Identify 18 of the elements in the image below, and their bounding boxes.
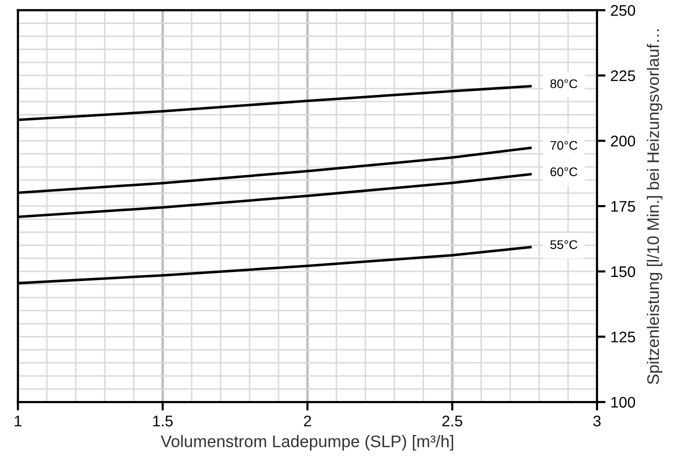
y-tick-label: 250 [610, 5, 636, 16]
series-label: 55°C [550, 240, 578, 250]
x-tick-label: 2 [304, 416, 311, 426]
y-tick-label: 225 [610, 70, 636, 82]
x-axis-title: Volumenstrom Ladepumpe (SLP) [m³/h] [160, 435, 454, 451]
y-tick-label: 100 [611, 396, 636, 408]
x-tick-label: 1.5 [153, 416, 173, 426]
y-tick-label: 175 [611, 201, 636, 212]
x-tick-label: 3 [593, 416, 601, 426]
x-tick-label: 1 [14, 416, 22, 426]
y-tick-label: 150 [611, 266, 636, 278]
series-label: 70°C [550, 140, 578, 150]
x-tick-label: 2.5 [442, 416, 462, 426]
series-label: 80°C [550, 79, 578, 88]
y-tick-label: 125 [611, 332, 636, 342]
y-axis-title: Spitzenleistung [l/10 Min.] bei Heizungsvorlauf… [646, 30, 662, 384]
y-tick-label: 200 [610, 136, 636, 146]
series-label: 60°C [550, 167, 578, 176]
